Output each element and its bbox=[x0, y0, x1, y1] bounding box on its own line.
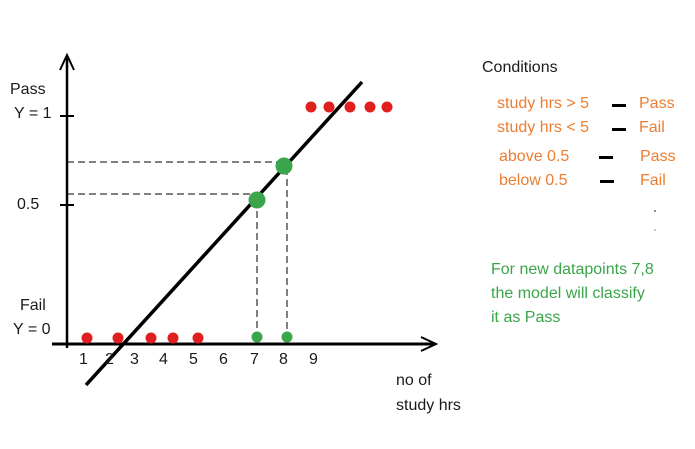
condition-2-right: Fail bbox=[639, 119, 665, 136]
fail-point-1 bbox=[81, 332, 93, 344]
condition-4-left: below 0.5 bbox=[499, 172, 568, 189]
y-label-y0: Y = 0 bbox=[13, 321, 51, 338]
y-label-half: 0.5 bbox=[17, 196, 40, 213]
note-line-1: For new datapoints 7,8 bbox=[491, 261, 654, 278]
stray-dot-1 bbox=[654, 210, 656, 212]
pass-point-2 bbox=[323, 101, 335, 113]
predicted-point-8 bbox=[275, 157, 293, 175]
pass-point-4 bbox=[364, 101, 376, 113]
fail-point-5 bbox=[192, 332, 204, 344]
x-tick-label-4: 4 bbox=[159, 351, 168, 368]
condition-4-dash bbox=[600, 180, 614, 183]
x-tick-label-2: 2 bbox=[105, 351, 114, 368]
condition-1-left: study hrs > 5 bbox=[497, 95, 590, 112]
x-tick-label-5: 5 bbox=[189, 351, 198, 368]
condition-3-dash bbox=[599, 156, 613, 159]
conditions-title: Conditions bbox=[482, 59, 558, 76]
x-tick-label-1: 1 bbox=[79, 351, 88, 368]
x-tick-label-9: 9 bbox=[309, 351, 318, 368]
fail-point-2 bbox=[112, 332, 124, 344]
pass-point-3 bbox=[344, 101, 356, 113]
condition-2-left: study hrs < 5 bbox=[497, 119, 590, 136]
x-axis-title-line1: no of bbox=[396, 372, 432, 389]
new-point-7-axis bbox=[251, 331, 263, 343]
x-axis-title-line2: study hrs bbox=[396, 397, 461, 414]
y-label-y1: Y = 1 bbox=[14, 105, 52, 122]
x-tick-label-6: 6 bbox=[219, 351, 228, 368]
y-axis-arrowhead bbox=[59, 52, 75, 71]
x-axis-arrowhead bbox=[420, 336, 439, 352]
y-label-pass: Pass bbox=[10, 81, 46, 98]
x-tick-label-8: 8 bbox=[279, 351, 288, 368]
stray-dot-2 bbox=[654, 229, 656, 231]
condition-1-dash bbox=[612, 104, 626, 107]
fail-point-4 bbox=[167, 332, 179, 344]
condition-3-left: above 0.5 bbox=[499, 148, 570, 165]
condition-4-right: Fail bbox=[640, 172, 666, 189]
x-tick-label-7: 7 bbox=[250, 351, 259, 368]
condition-3-right: Pass bbox=[640, 148, 676, 165]
x-tick-label-3: 3 bbox=[130, 351, 139, 368]
note-line-2: the model will classify bbox=[491, 285, 645, 302]
new-point-8-axis bbox=[281, 331, 293, 343]
pass-point-5 bbox=[381, 101, 393, 113]
note-line-3: it as Pass bbox=[491, 309, 561, 326]
predicted-point-7 bbox=[248, 191, 266, 209]
y-label-fail: Fail bbox=[20, 297, 46, 314]
regression-line bbox=[84, 80, 364, 387]
pass-point-1 bbox=[305, 101, 317, 113]
condition-1-right: Pass bbox=[639, 95, 675, 112]
condition-2-dash bbox=[612, 128, 626, 131]
fail-point-3 bbox=[145, 332, 157, 344]
